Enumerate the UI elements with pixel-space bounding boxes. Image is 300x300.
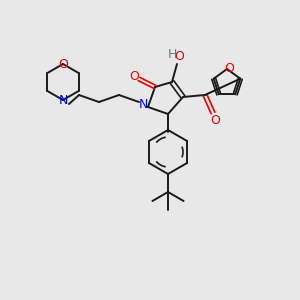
Text: N: N <box>58 94 68 106</box>
Text: O: O <box>58 58 68 70</box>
Text: H: H <box>167 49 177 62</box>
Text: O: O <box>174 50 184 62</box>
Text: O: O <box>224 61 234 74</box>
Text: O: O <box>129 70 139 83</box>
Text: N: N <box>138 98 148 110</box>
Text: O: O <box>210 115 220 128</box>
